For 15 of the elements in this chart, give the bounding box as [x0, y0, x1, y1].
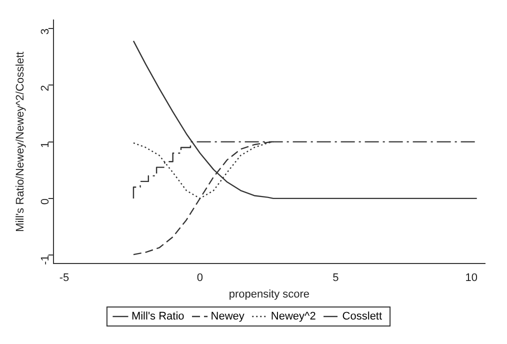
y-tick-label: 0 — [39, 198, 52, 205]
y-tick-label: -1 — [39, 255, 52, 265]
x-axis-title: propensity score — [228, 288, 310, 300]
y-tick-label: 2 — [39, 85, 52, 92]
legend-label: Newey^2 — [270, 310, 316, 323]
legend-label: Mill's Ratio — [131, 310, 184, 323]
y-tick-label: 1 — [39, 142, 52, 148]
y-tick-label: 3 — [39, 28, 52, 35]
legend-label: Newey — [210, 310, 245, 323]
x-tick-label: 5 — [332, 272, 339, 284]
legend-label: Cosslett — [342, 310, 382, 323]
x-tick-label: 0 — [196, 272, 204, 284]
y-axis-title: Mill's Ratio/Newey/Newey^2/Cosslett — [14, 52, 27, 232]
x-tick-label: -5 — [59, 272, 70, 284]
x-tick-label: 10 — [465, 272, 478, 284]
